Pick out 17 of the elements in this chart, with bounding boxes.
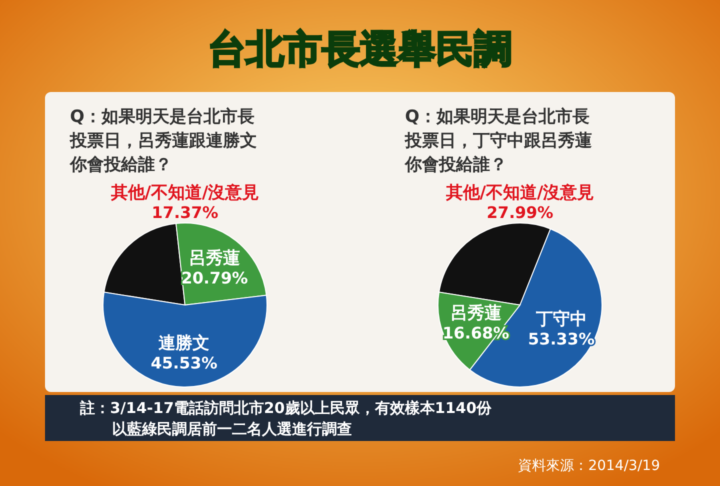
data-label: 53.33%: [528, 330, 595, 349]
data-label: 45.53%: [150, 354, 218, 373]
source-note: 資料來源：2014/3/19: [518, 458, 660, 474]
text: 註：3/14-17電話訪問北市20歲以上民眾，有效樣本1140份: [79, 399, 493, 417]
data-label: 20.79%: [181, 268, 248, 288]
slice-label: 其他/不知道/沒意見: [110, 183, 260, 203]
text: 台北市長選舉民調: [208, 27, 512, 71]
data-label: 27.99%: [486, 203, 554, 222]
chart-title: Q：如果明天是台北市長投票日，呂秀蓮跟連勝文你會投給誰？: [69, 107, 257, 175]
slice-label: 呂秀蓮: [189, 248, 240, 269]
slice-label: 丁守中: [534, 310, 587, 330]
slice-label: 其他/不知道/沒意見: [444, 183, 594, 203]
chart-title: Q：如果明天是台北市長投票日，丁守中跟呂秀蓮你會投給誰？: [404, 107, 592, 175]
slice-label: 連勝文: [158, 334, 210, 354]
slice-label: 呂秀蓮: [450, 304, 502, 324]
data-label: 17.37%: [152, 203, 218, 222]
text: 以藍綠民調居前一二名人選進行調查: [112, 420, 352, 438]
